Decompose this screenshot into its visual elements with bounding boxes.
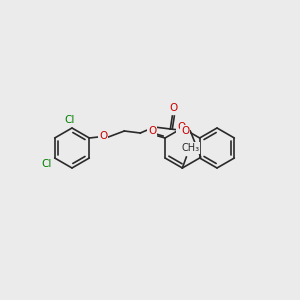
Text: Cl: Cl	[41, 159, 52, 169]
Text: CH₃: CH₃	[181, 143, 200, 153]
Text: O: O	[148, 126, 156, 136]
Text: O: O	[177, 122, 185, 132]
Text: O: O	[169, 103, 177, 113]
Text: O: O	[181, 126, 189, 136]
Text: O: O	[99, 131, 107, 141]
Text: O: O	[181, 126, 189, 136]
Text: Cl: Cl	[65, 115, 75, 125]
